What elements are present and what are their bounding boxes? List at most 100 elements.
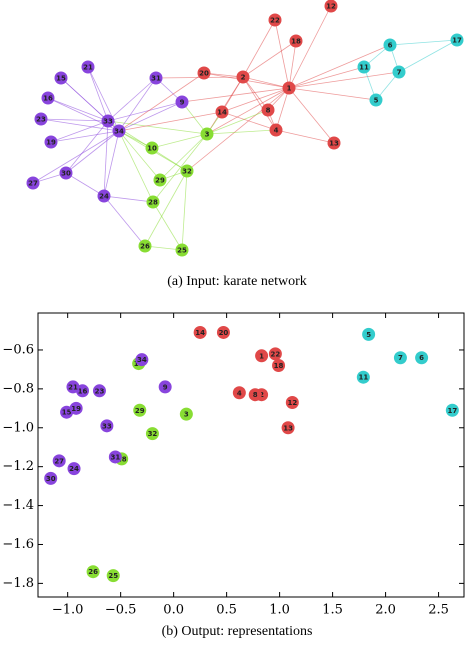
edge [389,39,458,46]
caption-b: (b) Output: representations [162,624,313,639]
edge [40,118,120,132]
point-label: 13 [283,424,293,432]
point-label: 21 [68,383,78,391]
point-label: 20 [219,329,229,337]
node-label: 9 [180,99,185,107]
node [215,105,229,119]
point-label: 28 [117,455,127,463]
node-label: 32 [182,168,192,176]
y-tick-label: −1.0 [2,420,34,435]
point-label: 31 [110,453,120,461]
edge [203,72,244,78]
edge [50,120,109,143]
node-label: 29 [155,177,165,185]
x-tick-label: 0.5 [216,603,237,618]
node [282,81,296,95]
point-label: 25 [108,572,118,580]
node-label: 13 [329,140,339,148]
node [44,135,58,149]
edge [103,195,154,203]
edge [103,120,109,197]
node [175,243,189,257]
edge [118,130,154,203]
node [180,164,194,178]
node-label: 12 [326,3,336,11]
edge [242,19,276,78]
point-label: 32 [148,430,158,438]
node-label: 22 [270,17,280,25]
point-label: 1 [259,352,264,360]
node [149,71,163,85]
node [146,195,160,209]
edge [40,118,109,122]
point [248,388,262,402]
x-tick-label: −0.5 [105,603,137,618]
edge [65,172,105,197]
edge [65,120,109,174]
node [236,70,250,84]
edge [47,97,109,122]
edge [206,87,290,135]
point [158,380,172,394]
node-label: 17 [452,37,462,45]
edge [181,101,208,135]
point-label: 12 [287,399,297,407]
edge [107,77,157,122]
edge [186,87,290,172]
node-label: 31 [151,75,161,83]
scatter-plot: −1.0 −0.5 0.0 0.5 1.0 1.5 2.0 2.5 −0.6 −0.8 −1.0 −1… [2,313,464,618]
caption-a: (a) Input: karate network [167,274,307,289]
node [81,60,95,74]
node [54,71,68,85]
node-label: 10 [147,145,157,153]
edge [118,72,205,132]
node-label: 11 [359,64,369,72]
edge [288,87,335,144]
y-tick-label: −0.8 [2,381,34,396]
node [175,95,189,109]
point [44,471,58,485]
edge [107,101,183,122]
point [52,454,66,468]
edge [242,76,277,131]
node-label: 2 [241,74,246,82]
x-tick-label: 0.0 [163,603,184,618]
node [153,173,167,187]
point [133,403,147,417]
point [86,565,100,579]
edge [206,129,277,135]
point [232,386,246,400]
edge [242,76,269,111]
point [445,403,459,417]
node [450,33,464,47]
point-label: 16 [78,387,88,395]
y-tick-label: −0.6 [2,342,34,357]
node-label: 6 [388,42,393,50]
node-label: 34 [114,128,124,136]
node [369,93,383,107]
node-label: 14 [217,109,227,117]
point-label: 4 [237,389,242,397]
point-label: 14 [195,329,205,337]
node-label: 5 [374,97,379,105]
point [268,347,282,361]
edge [181,87,290,103]
edge [32,130,120,184]
y-tick-label: −1.8 [2,576,34,591]
point [108,450,122,464]
nodes: 123 4567891011121314151617181920212223242… [26,0,464,257]
x-tick-label: 1.5 [322,603,343,618]
edge [118,101,183,132]
edge [103,130,120,197]
node-label: 4 [274,127,279,135]
point [193,325,207,339]
node-label: 8 [266,107,271,115]
node-label: 27 [28,180,38,188]
edge [144,170,188,247]
point-label: 6 [419,354,424,362]
node [269,123,283,137]
point-label: 33 [102,422,112,430]
point-label: 15 [62,409,72,417]
point [255,349,269,363]
